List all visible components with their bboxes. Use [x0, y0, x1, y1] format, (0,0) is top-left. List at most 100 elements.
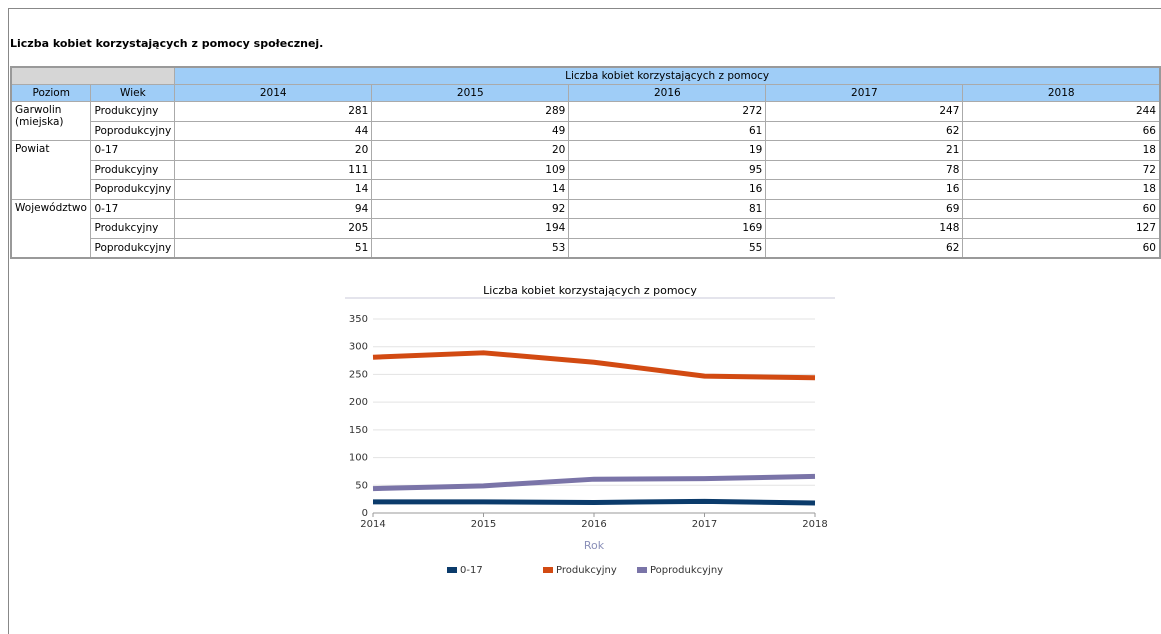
age-cell: Poprodukcyjny [90, 120, 176, 141]
x-tick-label: 2016 [581, 519, 606, 530]
legend-swatch [543, 567, 553, 573]
value-cell: 272 [568, 101, 767, 122]
value-cell: 14 [371, 179, 570, 200]
legend-swatch [447, 567, 457, 573]
level-cell: Garwolin (miejska) [10, 101, 92, 141]
y-tick-label: 0 [362, 508, 368, 519]
value-cell: 194 [371, 218, 570, 239]
value-cell: 92 [371, 198, 570, 219]
year-header: 2018 [962, 84, 1161, 102]
value-cell: 281 [174, 101, 373, 122]
x-tick-label: 2017 [692, 519, 717, 530]
table-row: Poprodukcyjny 14 14 16 16 18 [11, 179, 1161, 200]
value-cell: 66 [962, 120, 1161, 141]
y-tick-label: 350 [349, 314, 368, 325]
x-tick-label: 2014 [360, 519, 385, 530]
legend-label: Produkcyjny [556, 565, 617, 576]
x-tick-label: 2015 [471, 519, 496, 530]
table-row: Produkcyjny 111 109 95 78 72 [11, 159, 1161, 180]
table-row: Powiat 0-17 20 20 19 21 18 [10, 140, 1161, 200]
x-tick-label: 2018 [802, 519, 827, 530]
value-cell: 78 [765, 159, 964, 180]
table-row: Województwo 0-17 94 92 81 69 60 [10, 198, 1161, 259]
series-line [372, 473, 816, 492]
age-cell: 0-17 [90, 140, 176, 161]
value-cell: 49 [371, 120, 570, 141]
value-cell: 16 [568, 179, 767, 200]
data-table: Liczba kobiet korzystających z pomocy Poz… [10, 66, 1161, 259]
value-cell: 69 [765, 198, 964, 219]
value-cell: 94 [174, 198, 373, 219]
value-cell: 20 [371, 140, 570, 161]
table-row: Liczba kobiet korzystających z pomocy [10, 66, 1161, 85]
x-axis-label: Rok [584, 539, 605, 552]
value-cell: 18 [962, 140, 1161, 161]
value-cell: 51 [174, 237, 373, 259]
report-title: Liczba kobiet korzystających z pomocy sp… [10, 37, 324, 50]
series-line [372, 350, 816, 381]
age-cell: Produkcyjny [90, 159, 176, 180]
frame [8, 8, 1161, 634]
level-cell: Województwo [10, 198, 92, 259]
table-body: Liczba kobiet korzystających z pomocy Poz… [10, 66, 1161, 259]
value-cell: 244 [962, 101, 1161, 122]
age-cell: 0-17 [90, 198, 176, 219]
y-tick-label: 150 [349, 425, 368, 436]
value-cell: 44 [174, 120, 373, 141]
y-tick-label: 300 [349, 342, 368, 353]
value-cell: 20 [174, 140, 373, 161]
legend-label: Poprodukcyjny [650, 565, 723, 576]
value-cell: 72 [962, 159, 1161, 180]
value-cell: 21 [765, 140, 964, 161]
value-cell: 60 [962, 198, 1161, 219]
group-header: Liczba kobiet korzystających z pomocy [174, 66, 1161, 85]
column-header: Wiek [90, 84, 176, 102]
year-header: 2014 [174, 84, 373, 102]
year-header: 2017 [765, 84, 964, 102]
y-tick-label: 200 [349, 397, 368, 408]
value-cell: 109 [371, 159, 570, 180]
level-cell: Powiat [10, 140, 92, 200]
value-cell: 169 [568, 218, 767, 239]
legend-label: 0-17 [460, 565, 483, 576]
y-tick-label: 50 [355, 480, 368, 491]
value-cell: 95 [568, 159, 767, 180]
value-cell: 247 [765, 101, 964, 122]
y-tick-label: 250 [349, 369, 368, 380]
value-cell: 18 [962, 179, 1161, 200]
year-header: 2016 [568, 84, 767, 102]
age-cell: Produkcyjny [90, 218, 176, 239]
value-cell: 14 [174, 179, 373, 200]
value-cell: 53 [371, 237, 570, 259]
value-cell: 289 [371, 101, 570, 122]
corner-cell [10, 66, 176, 85]
table-row: Poprodukcyjny 51 53 55 62 60 [11, 237, 1161, 259]
table-row: Produkcyjny 205 194 169 148 127 [11, 218, 1161, 239]
column-header: Poziom [10, 84, 92, 102]
value-cell: 81 [568, 198, 767, 219]
table-row: Poziom Wiek 2014 2015 2016 2017 2018 [10, 84, 1161, 102]
table-row: Poprodukcyjny 44 49 61 62 66 [11, 120, 1161, 141]
chart-title: Liczba kobiet korzystających z pomocy [483, 284, 697, 297]
value-cell: 205 [174, 218, 373, 239]
age-cell: Poprodukcyjny [90, 179, 176, 200]
table-row: Garwolin (miejska) Produkcyjny 281 289 272 24… [10, 101, 1161, 141]
value-cell: 16 [765, 179, 964, 200]
value-cell: 148 [765, 218, 964, 239]
value-cell: 127 [962, 218, 1161, 239]
y-tick-label: 100 [349, 453, 368, 464]
chart: Liczba kobiet korzystających z pomocy Ro… [345, 284, 835, 576]
value-cell: 60 [962, 237, 1161, 259]
age-cell: Poprodukcyjny [90, 237, 176, 259]
value-cell: 55 [568, 237, 767, 259]
value-cell: 111 [174, 159, 373, 180]
value-cell: 62 [765, 237, 964, 259]
age-cell: Produkcyjny [90, 101, 176, 122]
value-cell: 62 [765, 120, 964, 141]
value-cell: 19 [568, 140, 767, 161]
series-line [373, 498, 816, 506]
value-cell: 61 [568, 120, 767, 141]
legend-swatch [637, 567, 647, 573]
year-header: 2015 [371, 84, 570, 102]
